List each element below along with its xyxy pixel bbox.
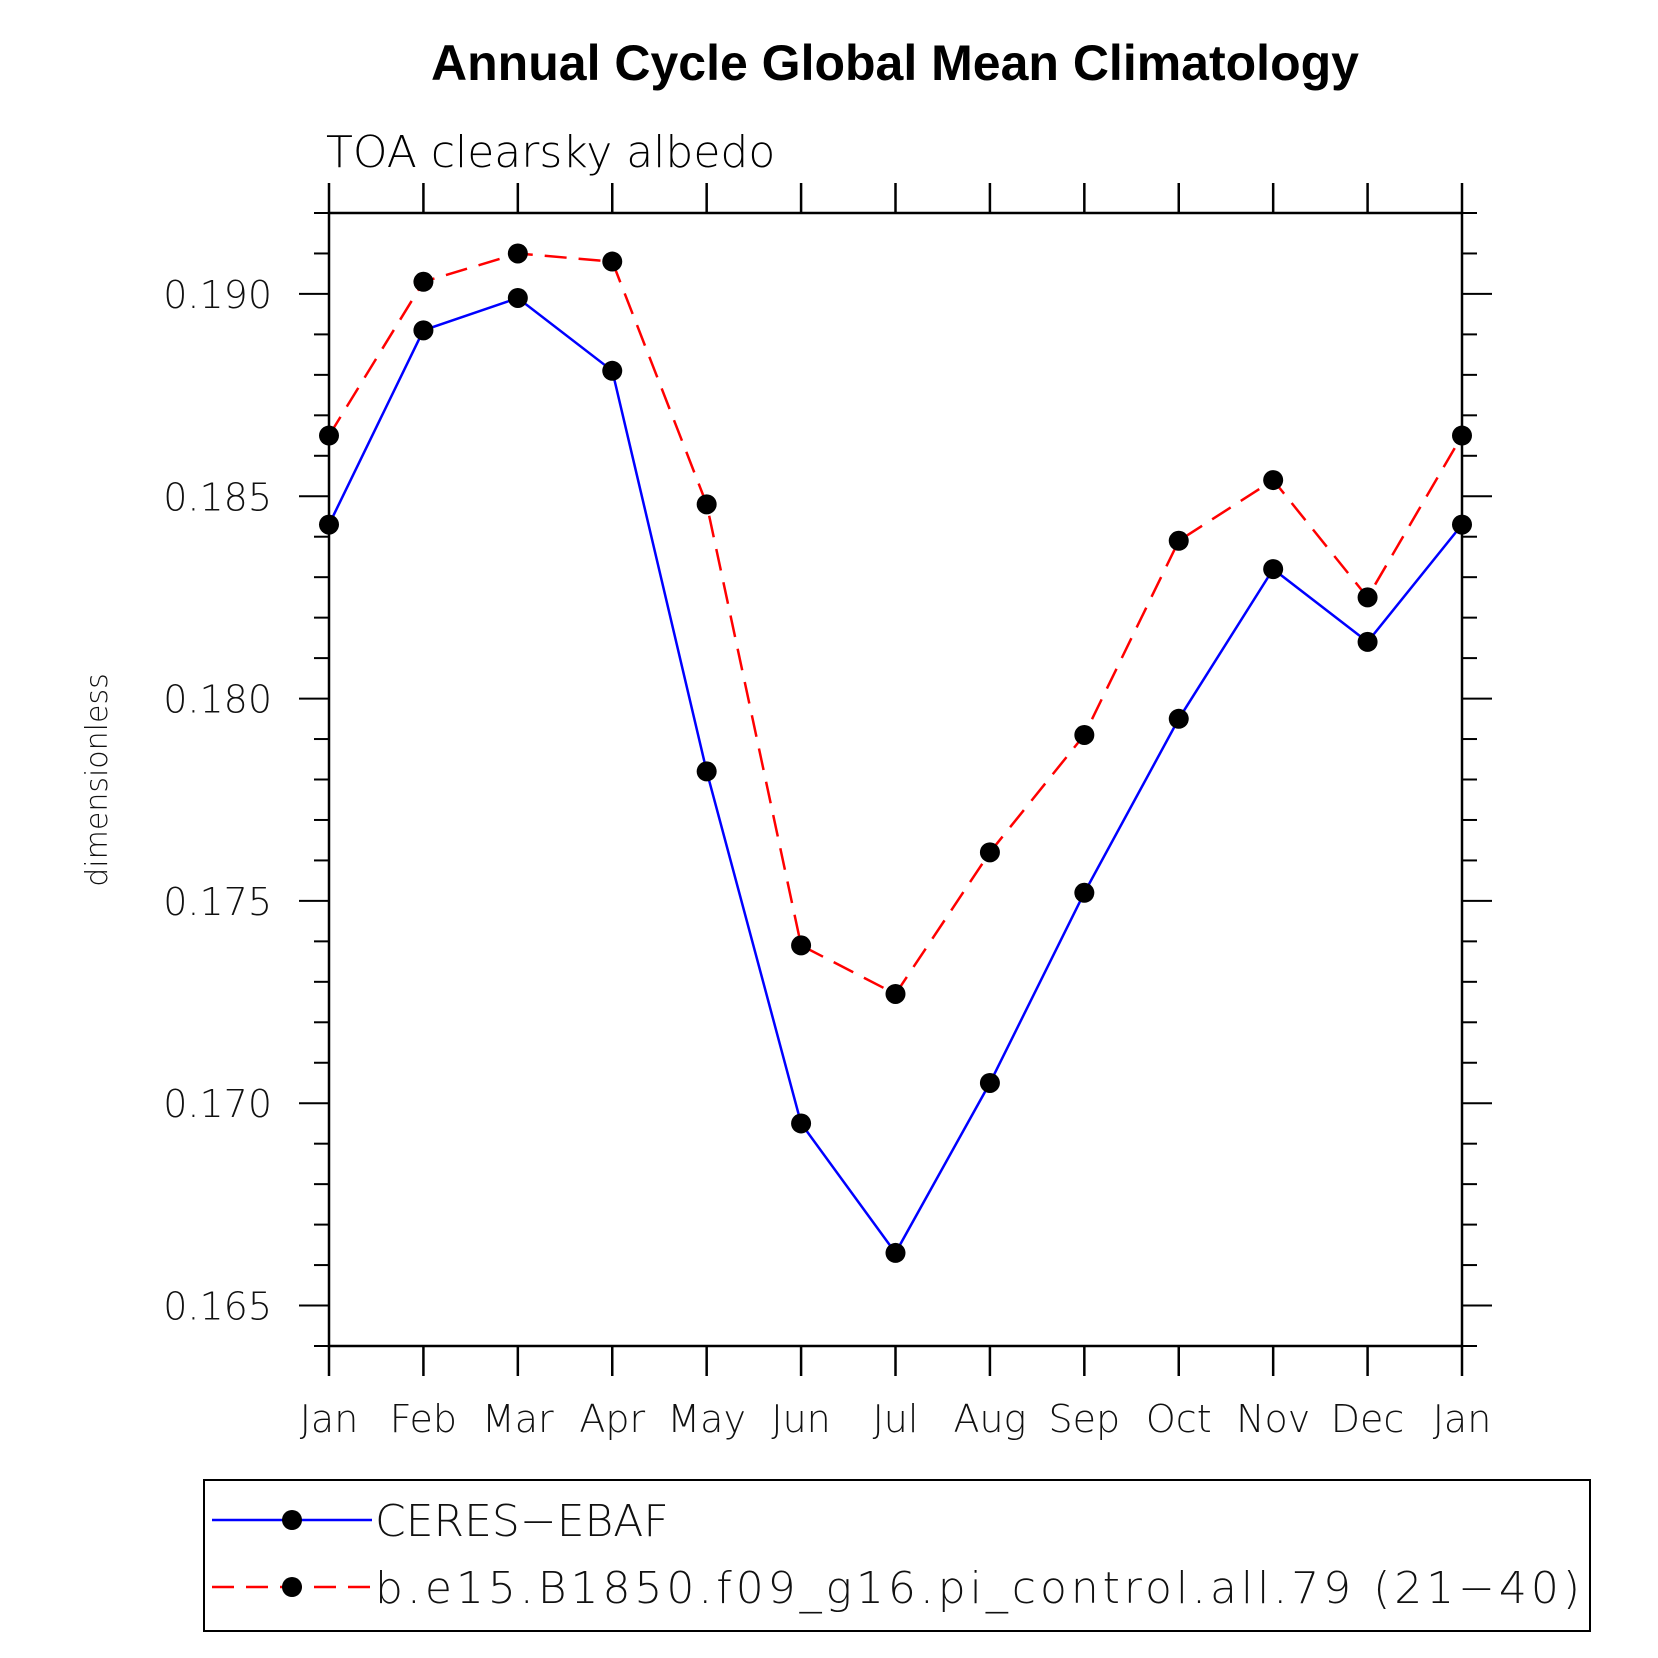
- series-point: [1263, 559, 1284, 580]
- chart-subtitle: TOA clearsky albedo: [326, 127, 775, 178]
- series-point: [979, 1072, 1000, 1093]
- y-tick-label: 0.170: [163, 1082, 272, 1126]
- x-tick-label: Jun: [771, 1397, 830, 1441]
- legend-marker: [282, 1510, 302, 1530]
- y-tick-label: 0.180: [163, 678, 272, 722]
- x-tick-label: Nov: [1236, 1397, 1310, 1441]
- series-point: [1074, 724, 1095, 745]
- y-tick-label: 0.190: [163, 273, 272, 317]
- series-point: [507, 243, 528, 264]
- series-point: [1074, 882, 1095, 903]
- x-tick-label: Aug: [953, 1397, 1026, 1441]
- legend-label: CERES−EBAF: [375, 1496, 669, 1547]
- y-tick-label: 0.185: [163, 475, 272, 519]
- legend-label: b.e15.B1850.f09_g16.pi_control.all.79 (2…: [375, 1563, 1580, 1614]
- series-point: [319, 425, 339, 446]
- series-point: [1357, 587, 1378, 608]
- legend-box: [203, 1479, 1591, 1632]
- series-point: [1452, 514, 1472, 535]
- y-tick-label: 0.165: [163, 1285, 272, 1329]
- series-point: [1452, 425, 1472, 446]
- x-tick-label: Dec: [1331, 1397, 1405, 1441]
- chart-title: Annual Cycle Global Mean Climatology: [431, 35, 1359, 91]
- series-point: [1357, 631, 1378, 652]
- y-tick-labels: 0.165 0.170 0.175 0.180 0.185 0.190: [163, 273, 272, 1329]
- x-tick-label: Mar: [482, 1397, 554, 1441]
- series-point: [602, 360, 623, 381]
- series-point: [319, 514, 339, 535]
- series-point: [791, 1113, 812, 1134]
- series-point: [885, 1242, 906, 1263]
- x-tick-label: Jan: [300, 1397, 359, 1441]
- series-point: [1263, 470, 1284, 491]
- series-point: [1168, 530, 1189, 551]
- x-tick-label: Sep: [1049, 1397, 1121, 1441]
- series-point: [413, 320, 434, 341]
- series-line: [327, 252, 1464, 996]
- x-tick-label: Apr: [579, 1397, 645, 1441]
- x-tick-label: May: [667, 1397, 746, 1441]
- series-point: [979, 842, 1000, 863]
- series-point: [696, 761, 717, 782]
- legend-marker: [282, 1577, 302, 1597]
- axis-ticks: [299, 183, 1492, 1376]
- series-point: [696, 494, 717, 515]
- x-tick-label: Feb: [390, 1397, 457, 1441]
- x-tick-labels: Jan Feb Mar Apr May Jun Jul Aug Sep Oct Nov Dec Jan: [300, 1397, 1492, 1441]
- series-point: [885, 983, 906, 1004]
- x-tick-label: Jul: [873, 1397, 919, 1441]
- legend: CERES−EBAF b.e15.B1850.f09_g16.pi_control…: [212, 1496, 1580, 1614]
- series-line: [327, 296, 1463, 1256]
- plot-frame: [327, 211, 1464, 1348]
- series-point: [602, 251, 623, 272]
- x-tick-label: Jan: [1433, 1397, 1492, 1441]
- series-point: [1168, 708, 1189, 729]
- y-axis-label: dimensionless: [80, 673, 115, 886]
- series-point: [413, 271, 434, 292]
- series-layer: [319, 243, 1472, 1263]
- x-tick-label: Oct: [1146, 1397, 1212, 1441]
- series-point: [507, 287, 528, 308]
- y-tick-label: 0.175: [163, 880, 272, 924]
- series-point: [791, 935, 812, 956]
